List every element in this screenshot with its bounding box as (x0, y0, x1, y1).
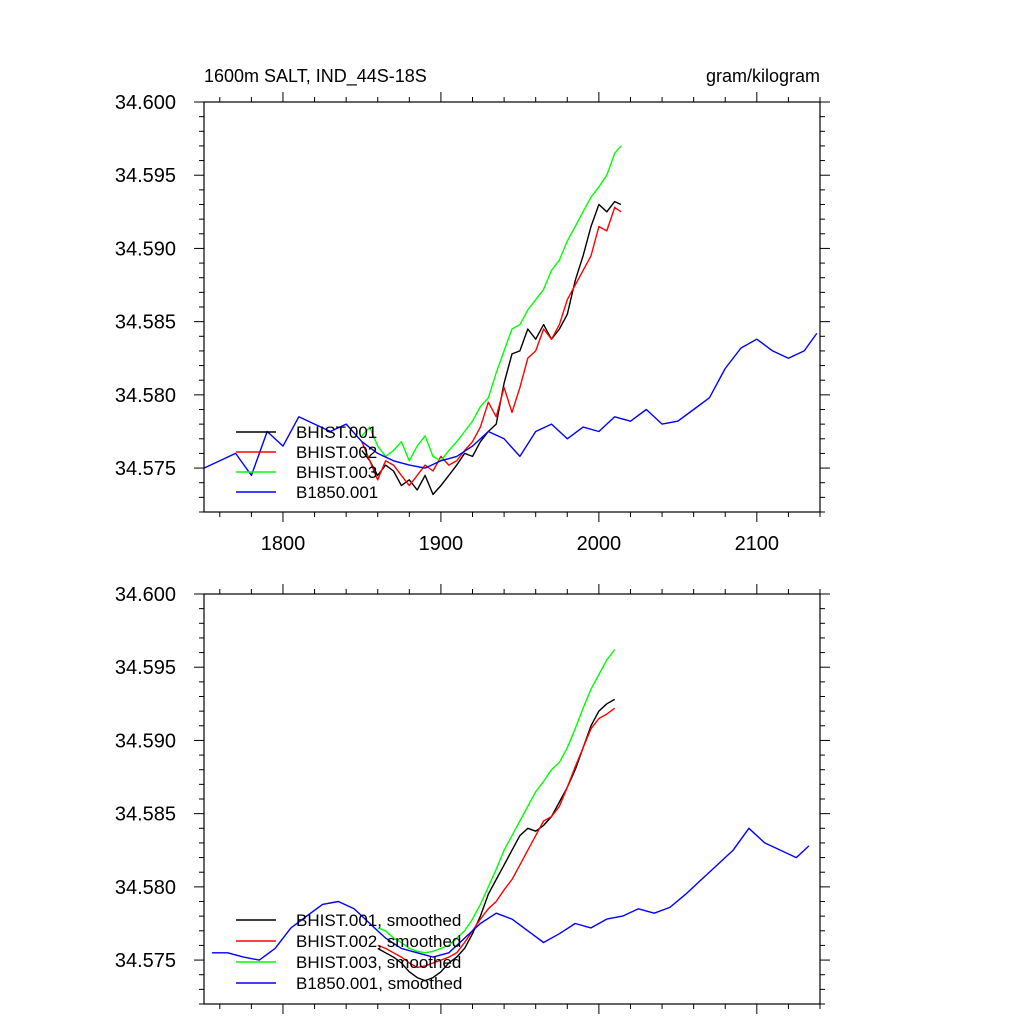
series-layer (211, 649, 810, 982)
legend-label-0: BHIST.001, smoothed (296, 911, 461, 930)
legend-label-0: BHIST.001 (296, 423, 377, 442)
series-line-3 (204, 332, 818, 477)
y-tick-label: 34.580 (115, 385, 176, 407)
y-tick-label: 34.600 (115, 92, 176, 114)
series-line-1 (361, 206, 622, 487)
y-tick-label: 34.590 (115, 730, 176, 752)
axes-layer: 34.575 34.580 34.585 34.590 34.595 34.600 (115, 584, 830, 1014)
axes-layer: 1800 1900 2000 2100 34.575 34.580 34.585 34.590… (115, 92, 830, 555)
y-tick-label: 34.600 (115, 584, 176, 606)
y-tick-label: 34.585 (115, 312, 176, 334)
y-tick-label: 34.590 (115, 238, 176, 260)
legend-label-2: BHIST.003 (296, 463, 377, 482)
legend-label-3: B1850.001, smoothed (296, 974, 462, 993)
legend-label-1: BHIST.002, smoothed (296, 932, 461, 951)
x-tick-label: 2100 (735, 533, 780, 555)
panel-top: 1600m SALT, IND_44S-18S gram/kilogram 18… (115, 66, 830, 555)
y-tick-label: 34.595 (115, 165, 176, 187)
series-line-2 (361, 145, 622, 462)
legend-label-1: BHIST.002 (296, 443, 377, 462)
x-tick-label: 1800 (261, 533, 306, 555)
x-tick-label: 2000 (577, 533, 622, 555)
legend-label-3: B1850.001 (296, 483, 378, 502)
panel-bottom: 34.575 34.580 34.585 34.590 34.595 34.600 BHI… (115, 584, 830, 1014)
y-tick-label: 34.595 (115, 657, 176, 679)
y-tick-label: 34.580 (115, 877, 176, 899)
series-line-0 (377, 698, 616, 982)
x-tick-label: 1900 (419, 533, 464, 555)
chart-title: 1600m SALT, IND_44S-18S (204, 66, 427, 87)
series-layer (204, 145, 818, 496)
series-line-2 (377, 649, 616, 954)
series-line-1 (377, 707, 616, 969)
series-line-3 (211, 827, 810, 961)
y-tick-label: 34.575 (115, 950, 176, 972)
series-line-0 (361, 200, 622, 496)
units-label: gram/kilogram (706, 66, 820, 86)
y-tick-label: 34.575 (115, 458, 176, 480)
y-tick-label: 34.585 (115, 804, 176, 826)
legend-label-2: BHIST.003, smoothed (296, 953, 461, 972)
legend: BHIST.001, smoothed BHIST.002, smoothed BH… (236, 911, 462, 993)
